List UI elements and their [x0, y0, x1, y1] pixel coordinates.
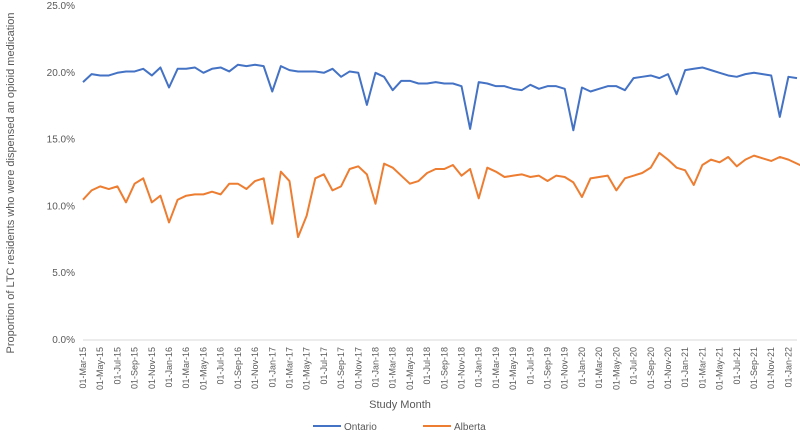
- y-tick-label: 25.0%: [47, 1, 75, 12]
- x-tick-label: 01-May-17: [302, 347, 312, 390]
- x-axis-label: Study Month: [369, 399, 431, 411]
- x-tick-label: 01-Sep-17: [336, 347, 346, 389]
- x-tick-label: 01-Jul-20: [629, 347, 639, 385]
- legend: Ontario Alberta: [313, 422, 486, 433]
- x-tick-label: 01-Sep-18: [439, 347, 449, 389]
- y-tick-label: 10.0%: [47, 201, 75, 212]
- x-tick-label: 01-Sep-15: [130, 347, 140, 389]
- x-tick-label: 01-Nov-17: [353, 347, 363, 389]
- x-tick-label: 01-May-16: [198, 347, 208, 390]
- y-axis-label: Proportion of LTC residents who were dis…: [5, 13, 17, 354]
- x-tick-label: 01-Mar-16: [181, 347, 191, 389]
- x-tick-label: 01-Sep-20: [646, 347, 656, 389]
- y-tick-label: 20.0%: [47, 68, 75, 79]
- x-tick-label: 01-Nov-20: [663, 347, 673, 389]
- x-tick-label: 01-Nov-18: [457, 347, 467, 389]
- y-tick-label: 5.0%: [52, 268, 75, 279]
- x-tick-label: 01-Jul-21: [732, 347, 742, 385]
- x-tick-label: 01-Jul-16: [216, 347, 226, 385]
- x-tick-label: 01-Jul-19: [525, 347, 535, 385]
- x-tick-label: 01-May-19: [508, 347, 518, 390]
- x-tick-label: 01-Jan-16: [164, 347, 174, 388]
- x-tick-label: 01-Mar-19: [491, 347, 501, 389]
- x-tick-label: 01-Jul-15: [112, 347, 122, 385]
- x-tick-label: 01-Mar-20: [594, 347, 604, 389]
- x-tick-label: 01-Nov-19: [560, 347, 570, 389]
- x-tick-label: 01-Mar-18: [388, 347, 398, 389]
- series-line-alberta: [82, 151, 800, 239]
- x-tick-label: 01-Jan-17: [267, 347, 277, 388]
- series-line-ontario: [82, 63, 798, 132]
- x-tick-label: 01-May-20: [611, 347, 621, 390]
- y-tick-label: 0.0%: [52, 335, 75, 346]
- x-tick-label: 01-Sep-21: [749, 347, 759, 389]
- x-tick-label: 01-Sep-19: [543, 347, 553, 389]
- x-tick-label: 01-Nov-21: [766, 347, 776, 389]
- x-tick-label: 01-Jan-19: [474, 347, 484, 388]
- x-tick-label: 01-Mar-21: [697, 347, 707, 389]
- x-tick-label: 01-Jul-17: [319, 347, 329, 385]
- x-tick-label: 01-Nov-15: [147, 347, 157, 389]
- x-tick-label: 01-Nov-16: [250, 347, 260, 389]
- x-tick-label: 01-May-18: [405, 347, 415, 390]
- x-tick-label: 01-Jan-22: [783, 347, 793, 388]
- x-tick-label: 01-Jan-18: [370, 347, 380, 388]
- x-tick-label: 01-May-21: [715, 347, 725, 390]
- x-tick-label: 01-Jan-20: [577, 347, 587, 388]
- x-tick-label: 01-Mar-15: [78, 347, 88, 389]
- x-tick-label: 01-Jan-21: [680, 347, 690, 388]
- x-tick-label: 01-May-15: [95, 347, 105, 390]
- x-tick-label: 01-Jul-18: [422, 347, 432, 385]
- x-tick-label: 01-Sep-16: [233, 347, 243, 389]
- x-tick-label: 01-Mar-17: [284, 347, 294, 389]
- y-tick-label: 15.0%: [47, 135, 75, 146]
- legend-label-ontario: Ontario: [344, 422, 377, 433]
- legend-label-alberta: Alberta: [454, 422, 486, 433]
